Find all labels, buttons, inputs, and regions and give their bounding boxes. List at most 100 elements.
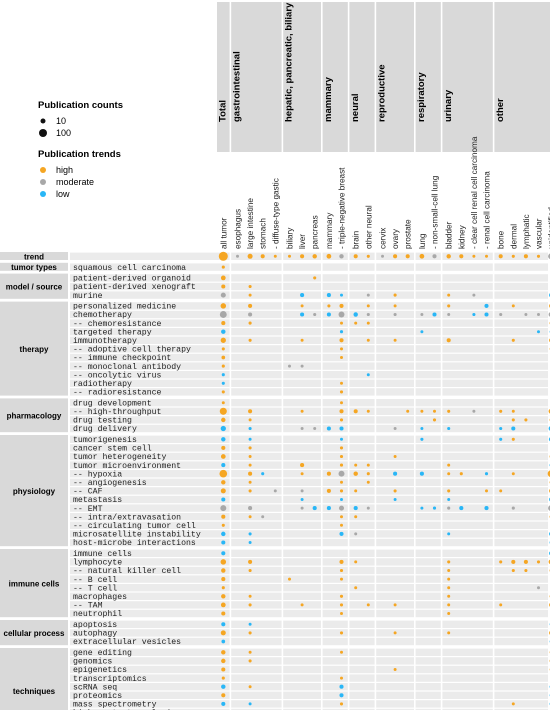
dot-high (221, 445, 226, 450)
dot-high (433, 409, 436, 413)
dot-high (340, 321, 343, 325)
dot-low (393, 498, 397, 501)
dot-high (366, 304, 370, 308)
dot-low (366, 373, 370, 377)
dot-high (339, 418, 344, 422)
dot-low (248, 702, 252, 706)
dot-high (260, 254, 265, 259)
row-strip (70, 495, 548, 504)
dot-low (420, 437, 424, 441)
dot-high (248, 293, 252, 297)
col-label-prostate: prostate (404, 219, 413, 249)
dot-high (326, 471, 331, 476)
dot-low (511, 426, 516, 431)
dot-high (339, 409, 344, 414)
dot-high (447, 409, 451, 413)
row-strip (70, 452, 548, 461)
dot-moderate (499, 312, 503, 317)
dot-high (485, 489, 488, 493)
row-strip (70, 530, 548, 538)
dot-low (221, 551, 226, 556)
dot-high (366, 321, 370, 325)
dot-high (339, 568, 344, 573)
row-group-band-immune-cells (0, 549, 68, 618)
row-strip (70, 399, 548, 407)
row-strip (70, 345, 548, 353)
dot-low (221, 531, 226, 537)
row-label-gene-editing: gene editing (73, 648, 132, 658)
row-group-label-cellular-process: cellular process (4, 629, 65, 638)
row-strip (70, 371, 548, 379)
row-group-band-techniques (0, 648, 68, 710)
row-label-lymphocyte: lymphocyte (73, 558, 122, 568)
legend-count-10: 10 (38, 115, 163, 127)
dot-low (221, 437, 226, 442)
dot-low (499, 437, 503, 441)
dot-low (432, 506, 437, 510)
dot-high (300, 463, 305, 468)
dot-high (366, 472, 370, 476)
dot-high (248, 446, 252, 450)
dot-high (221, 586, 225, 590)
dot-low (484, 303, 489, 308)
row-strip (70, 637, 548, 646)
row-strip (70, 291, 548, 299)
dot-high (221, 577, 226, 582)
row-strip (70, 263, 548, 271)
dot-high (327, 304, 331, 308)
dot-high (221, 523, 225, 527)
dot-high (340, 523, 343, 527)
row-label-cancer-stem-cell: cancer stem cell (73, 444, 152, 454)
dot-high (393, 455, 397, 458)
dot-high (499, 560, 503, 564)
dot-low (221, 540, 226, 545)
row-strip (70, 708, 548, 710)
dot-high (221, 658, 226, 664)
row-strip (70, 683, 548, 691)
dot-low (339, 330, 344, 334)
dot-high (221, 417, 226, 423)
row-label-immune-cells: immune cells (73, 549, 132, 559)
dot-moderate (261, 515, 265, 519)
row-group-label-immune-cells: immune cells (9, 579, 60, 588)
dot-low (447, 426, 451, 431)
dot-high (220, 303, 227, 309)
dot-high (340, 480, 343, 484)
dot-high (340, 577, 343, 581)
dot-low (326, 293, 331, 298)
dot-low (393, 471, 398, 476)
row-group-band-pharmacology (0, 398, 68, 433)
row-label-squamous-cell-carcinoma: squamous cell carcinoma (73, 263, 186, 273)
col-label-lung: lung (418, 233, 427, 249)
dot-high (446, 254, 451, 259)
row-label-murine: murine (73, 291, 103, 301)
col-group-band-neural (349, 2, 375, 152)
dot-low (447, 498, 451, 501)
legend: Publication counts 10 100 Publication tr… (38, 100, 163, 200)
dot-high (339, 489, 344, 493)
dot-high (511, 437, 515, 441)
row-group-label-physiology: physiology (13, 487, 56, 496)
dot-high (354, 489, 358, 493)
row-strip (70, 435, 548, 443)
legend-count-100-label: 100 (56, 128, 72, 138)
dot-high (393, 254, 398, 259)
row-strip (70, 620, 548, 628)
dot-high (340, 356, 343, 359)
row-strip (70, 302, 548, 310)
dot-high (511, 409, 515, 413)
dot-high (447, 463, 451, 467)
dot-high (366, 338, 370, 342)
dot-low (261, 472, 265, 476)
dot-high (248, 603, 252, 607)
dot-high (248, 489, 252, 493)
row-strip (70, 700, 548, 708)
dot-high (248, 284, 252, 289)
dot-moderate (338, 505, 345, 511)
col-label-dermal: dermal (509, 224, 518, 249)
dot-low (221, 329, 226, 334)
col-group-label-urinary: urinary (443, 89, 454, 122)
row-label-adoptive-cell-therapy: -- adoptive cell therapy (73, 345, 191, 355)
row-strip (70, 601, 548, 609)
dot-high (339, 338, 344, 343)
